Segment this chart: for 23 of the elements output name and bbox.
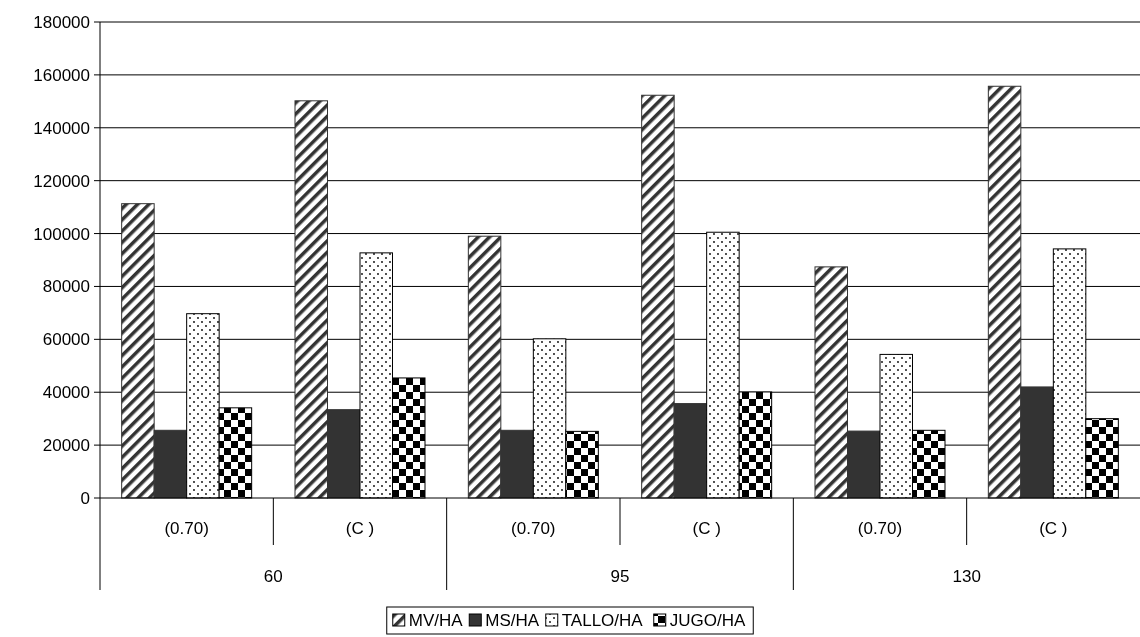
y-tick-label: 60000 (42, 330, 90, 350)
text: 60 (263, 567, 283, 586)
y-tick-label: 80000 (42, 277, 90, 297)
y-tick-label: 180000 (33, 12, 90, 32)
legend-label: MS/HA (485, 610, 540, 630)
y-tick-label: 160000 (33, 65, 90, 85)
x-tick-label: (C ) (1039, 519, 1068, 538)
y-tick-label: 20000 (42, 436, 90, 456)
text: 95 (610, 567, 630, 586)
y-tick-label: 100000 (33, 224, 90, 244)
legend-label: MV/HA (408, 610, 464, 630)
y-tick-label: 140000 (33, 118, 90, 138)
legend-label: TALLO/HA (561, 610, 644, 630)
x-tick-label: (0.70) (511, 519, 556, 538)
x-tick-label: (0.70) (857, 519, 903, 538)
y-tick-label: 40000 (42, 383, 90, 403)
x-tick-label: (C ) (692, 519, 721, 538)
y-tick-label: 120000 (33, 171, 90, 191)
y-tick-label: 0 (80, 488, 90, 508)
x-tick-label: (0.70) (164, 519, 209, 538)
x-tick-label: (C ) (345, 519, 375, 538)
text: 130 (952, 567, 981, 586)
legend-label: JUGO/HA (669, 610, 746, 630)
